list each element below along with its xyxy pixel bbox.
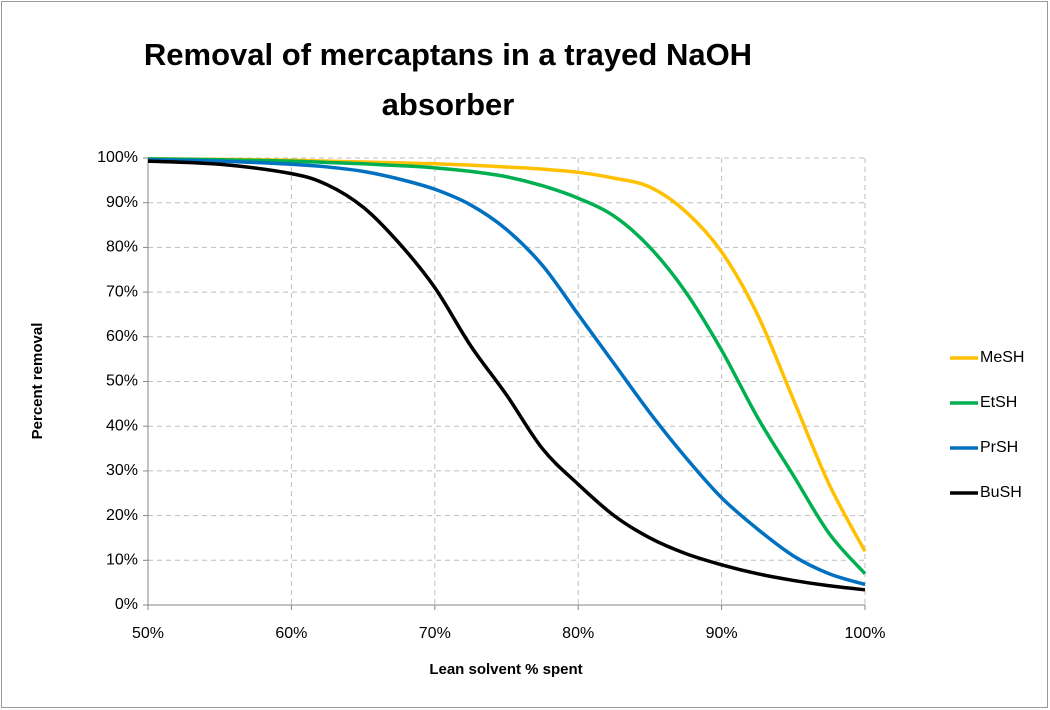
y-tick-label: 10% <box>106 552 138 569</box>
y-tick-label: 70% <box>106 283 138 300</box>
x-tick-label: 80% <box>562 625 594 642</box>
chart-title: absorber <box>382 87 515 122</box>
series-line <box>147 157 867 575</box>
x-tick-label: 90% <box>706 625 738 642</box>
x-axis-label: Lean solvent % spent <box>429 661 582 678</box>
y-axis-label: Percent removal <box>29 323 46 440</box>
y-tick-label: 50% <box>106 373 138 390</box>
y-tick-label: 90% <box>106 194 138 211</box>
legend-label: MeSH <box>980 349 1024 366</box>
chart-title: Removal of mercaptans in a trayed NaOH <box>144 37 752 72</box>
legend-label: BuSH <box>980 484 1022 501</box>
series-line <box>147 158 866 587</box>
x-tick-label: 50% <box>132 625 164 642</box>
y-tick-label: 40% <box>106 417 138 434</box>
legend-label: EtSH <box>980 394 1017 411</box>
y-tick-label: 100% <box>97 149 138 166</box>
y-tick-label: 0% <box>115 596 138 613</box>
y-tick-label: 80% <box>106 239 138 256</box>
y-tick-label: 20% <box>106 507 138 524</box>
x-tick-label: 70% <box>419 625 451 642</box>
series-line <box>147 159 866 592</box>
x-tick-label: 100% <box>845 625 886 642</box>
x-tick-label: 60% <box>275 625 307 642</box>
y-tick-label: 30% <box>106 462 138 479</box>
legend-label: PrSH <box>980 439 1018 456</box>
y-tick-label: 60% <box>106 328 138 345</box>
